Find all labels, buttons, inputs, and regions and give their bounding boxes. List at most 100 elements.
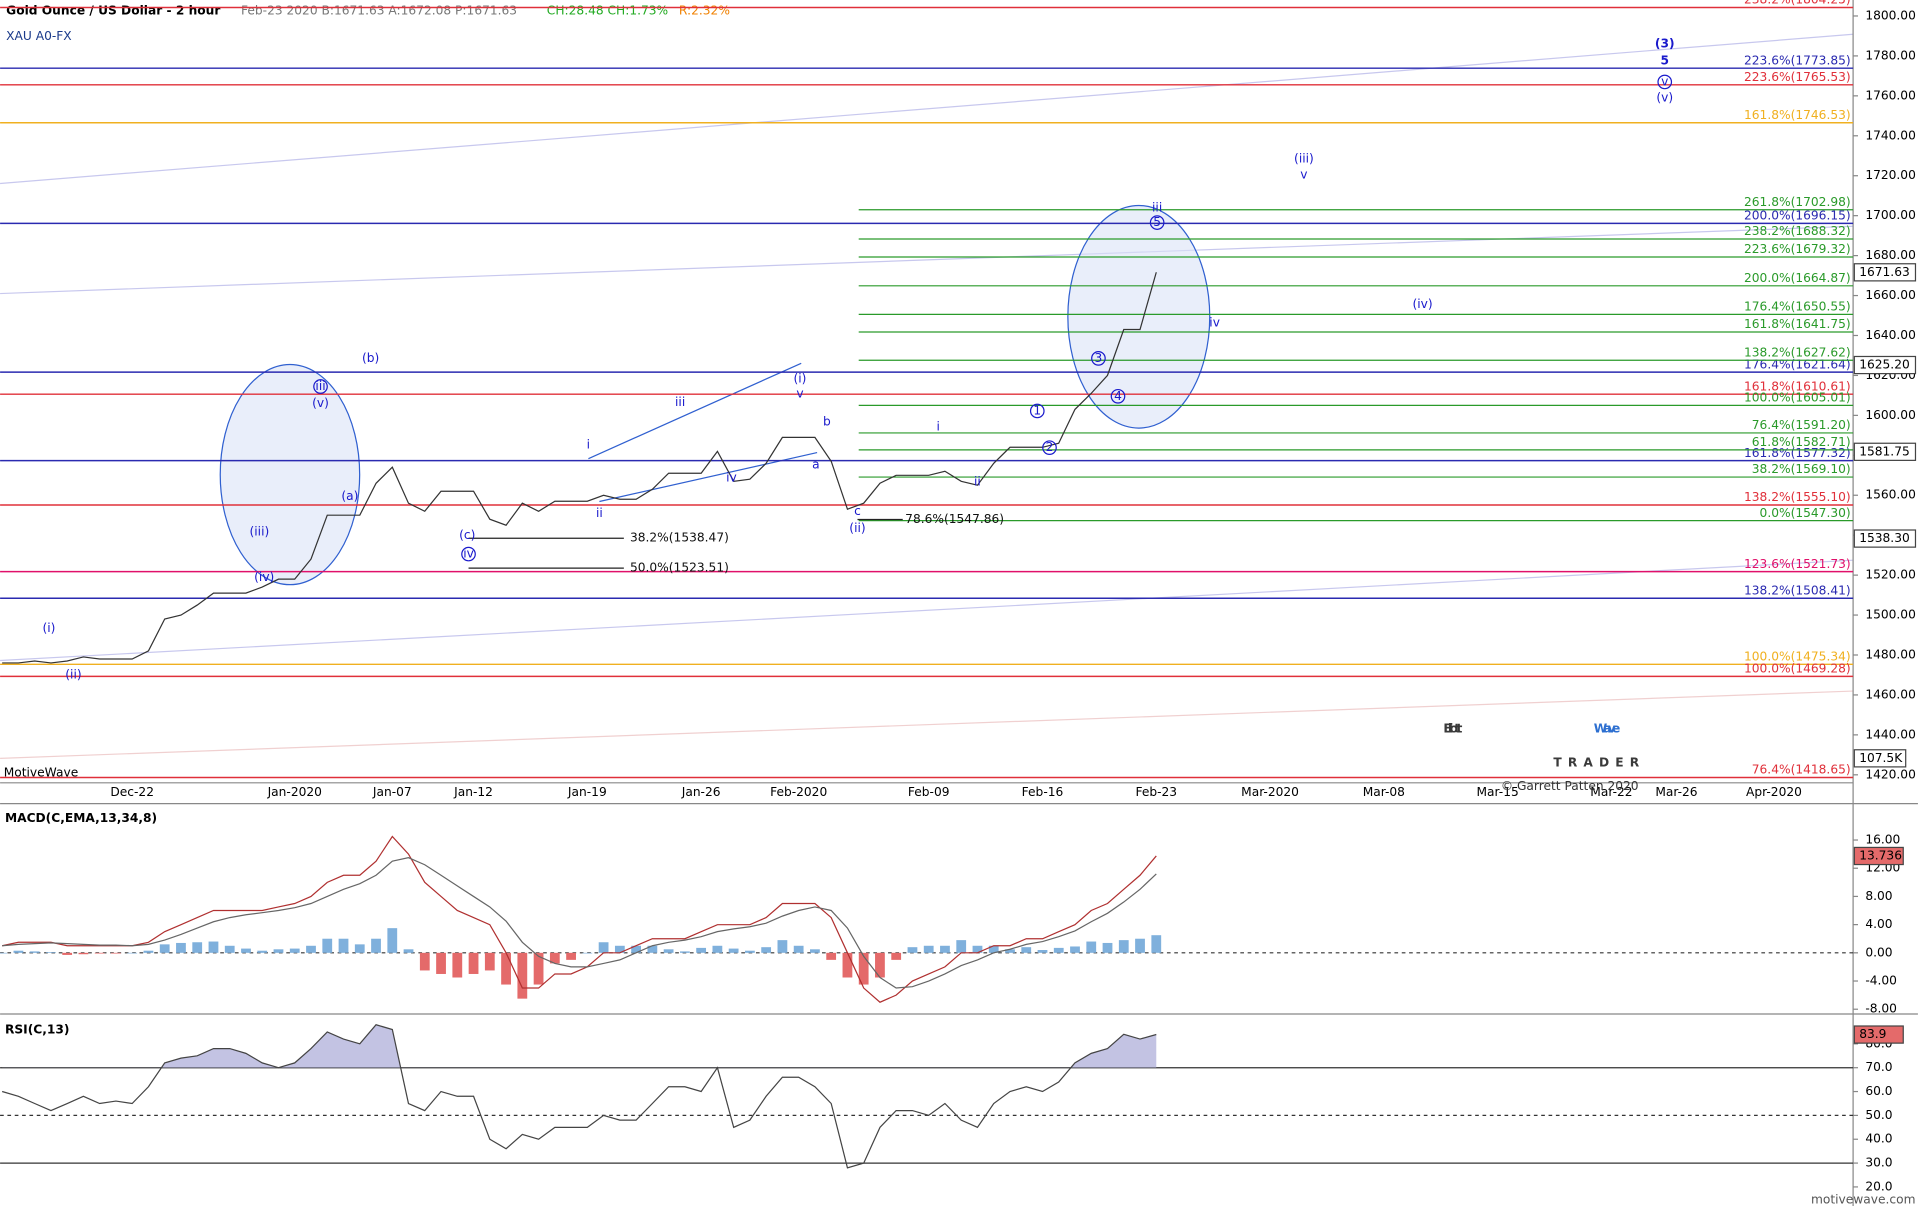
projection-level-label: 61.8%(1582.71) xyxy=(1752,435,1851,449)
projection-level-label: 138.2%(1627.62) xyxy=(1744,345,1851,359)
wave-circle xyxy=(1042,440,1057,456)
histogram-bar xyxy=(1005,949,1015,953)
histogram-bar xyxy=(696,947,707,953)
price-tag xyxy=(1853,263,1917,282)
y-tick-label: 1520.00 xyxy=(1865,568,1916,582)
fib-level-label: 176.4%(1621.64) xyxy=(1744,357,1851,371)
x-tick-label: Feb-09 xyxy=(908,785,950,799)
wave-label: 2 xyxy=(1046,440,1054,454)
histogram-bar xyxy=(891,952,902,960)
histogram-bar xyxy=(94,952,105,954)
price-tag-label: 1581.75 xyxy=(1859,444,1910,458)
y-tick-label: 1680.00 xyxy=(1865,248,1916,262)
watermark: MotiveWave xyxy=(4,766,78,780)
wave-label: (v) xyxy=(312,396,329,410)
fib-level-label: 138.2%(1508.41) xyxy=(1744,583,1851,597)
histogram-bar xyxy=(208,941,219,953)
fib-level-label: 161.8%(1610.61) xyxy=(1744,379,1851,393)
rsi-panel: 20.030.040.050.060.070.080.0RSI(C,13)83.… xyxy=(0,1022,1904,1193)
wave-label: (iii) xyxy=(1294,152,1314,166)
histogram-bar xyxy=(614,945,625,953)
current-tag-label: 83.9 xyxy=(1859,1027,1886,1041)
histogram-bar xyxy=(940,945,950,953)
fib-level-label: 123.6%(1521.73) xyxy=(1744,557,1851,571)
panel-title: RSI(C,13) xyxy=(5,1022,70,1036)
histogram-bar xyxy=(712,945,723,953)
price-line xyxy=(1,1024,1157,1169)
histogram-bar xyxy=(468,952,479,974)
current-tag xyxy=(1853,846,1904,866)
series-line xyxy=(2,835,1157,1003)
y-tick-label: 60.0 xyxy=(1865,1084,1892,1098)
wave-label: iii xyxy=(315,379,325,393)
histogram-bar xyxy=(192,942,203,953)
fib-level-label: 223.6%(1765.53) xyxy=(1744,70,1851,84)
quote: Feb-23 2020 B:1671.63 A:1672.08 P:1671.6… xyxy=(241,4,517,18)
wave-label: v xyxy=(1300,167,1307,181)
histogram-bar xyxy=(858,952,869,985)
wave-circle xyxy=(1149,215,1165,230)
histogram-bar xyxy=(501,952,511,985)
wave-label: (iv) xyxy=(1412,297,1432,311)
fib-level-label: 238.2%(1804.25) xyxy=(1744,0,1851,7)
histogram-bar xyxy=(371,938,381,953)
x-tick-label: Feb-23 xyxy=(1135,785,1177,799)
y-tick-label: 1780.00 xyxy=(1865,48,1916,62)
wave-label: 3 xyxy=(1095,351,1103,365)
histogram-bar xyxy=(810,949,820,953)
y-tick-label: 1500.00 xyxy=(1865,608,1916,622)
histogram-bar xyxy=(777,940,788,953)
histogram-bar xyxy=(354,944,365,953)
wave-label: iii xyxy=(1152,200,1162,214)
fib-level-label: 76.4%(1418.65) xyxy=(1752,763,1851,777)
projection-level-label: 223.6%(1679.32) xyxy=(1744,242,1851,256)
fib-level-label: 223.6%(1773.85) xyxy=(1744,53,1851,67)
y-tick-label: 30.0 xyxy=(1865,1156,1892,1170)
x-tick-label: Jan-07 xyxy=(372,785,412,799)
x-tick-label: Mar-2020 xyxy=(1241,785,1299,799)
wave-label: iv xyxy=(463,547,474,561)
fib-level-label: 100.0%(1469.28) xyxy=(1744,662,1851,676)
x-tick-label: Jan-12 xyxy=(453,785,493,799)
y-tick-label: 70.0 xyxy=(1865,1060,1892,1074)
wave-label: v xyxy=(796,386,803,400)
histogram-bar xyxy=(663,949,674,953)
fib-level-label: 161.8%(1746.53) xyxy=(1744,108,1851,122)
histogram-bar xyxy=(647,945,658,953)
histogram-bar xyxy=(875,952,885,978)
histogram-bar xyxy=(631,945,642,953)
histogram-bar xyxy=(745,950,755,953)
fib-level-label: 200.0%(1696.15) xyxy=(1744,209,1851,223)
retracement-label: 78.6%(1547.86) xyxy=(905,512,1004,526)
wave-circle xyxy=(1110,388,1126,404)
histogram-bar xyxy=(1135,938,1145,953)
price-tag-label: 1625.20 xyxy=(1859,358,1910,372)
histogram-bar xyxy=(972,945,983,953)
chart-subtitle: XAU A0-FX xyxy=(6,29,71,43)
histogram-bar xyxy=(923,945,934,953)
histogram-bar xyxy=(176,942,186,953)
histogram-bar xyxy=(419,952,430,971)
histogram-bar xyxy=(257,950,268,953)
histogram-bar xyxy=(111,952,121,954)
histogram-bar xyxy=(956,940,967,953)
histogram-bar xyxy=(13,950,24,953)
histogram-bar xyxy=(566,952,576,960)
y-tick-label: -8.00 xyxy=(1865,1002,1897,1016)
logo-part: Wave xyxy=(1594,721,1620,735)
y-tick-label: 1800.00 xyxy=(1865,8,1916,22)
copyright: © Garrett Patten 2020 xyxy=(1501,779,1639,793)
fib-level-label: 100.0%(1475.34) xyxy=(1744,649,1851,663)
histogram-bar xyxy=(159,944,170,953)
quote: R:2.32% xyxy=(679,4,730,18)
wave-label: ii xyxy=(596,506,603,520)
quote: CH:28.48 CH:1.73% xyxy=(547,4,668,18)
y-tick-label: 1760.00 xyxy=(1865,88,1916,102)
wave-label: (c) xyxy=(459,528,475,542)
histogram-bar xyxy=(62,952,73,955)
retracement-label: 38.2%(1538.47) xyxy=(630,531,729,545)
price-tag xyxy=(1853,442,1917,461)
x-tick-label: Mar-08 xyxy=(1363,785,1405,799)
wave-label: v xyxy=(1661,74,1668,88)
projection-level-label: 261.8%(1702.98) xyxy=(1744,195,1851,209)
